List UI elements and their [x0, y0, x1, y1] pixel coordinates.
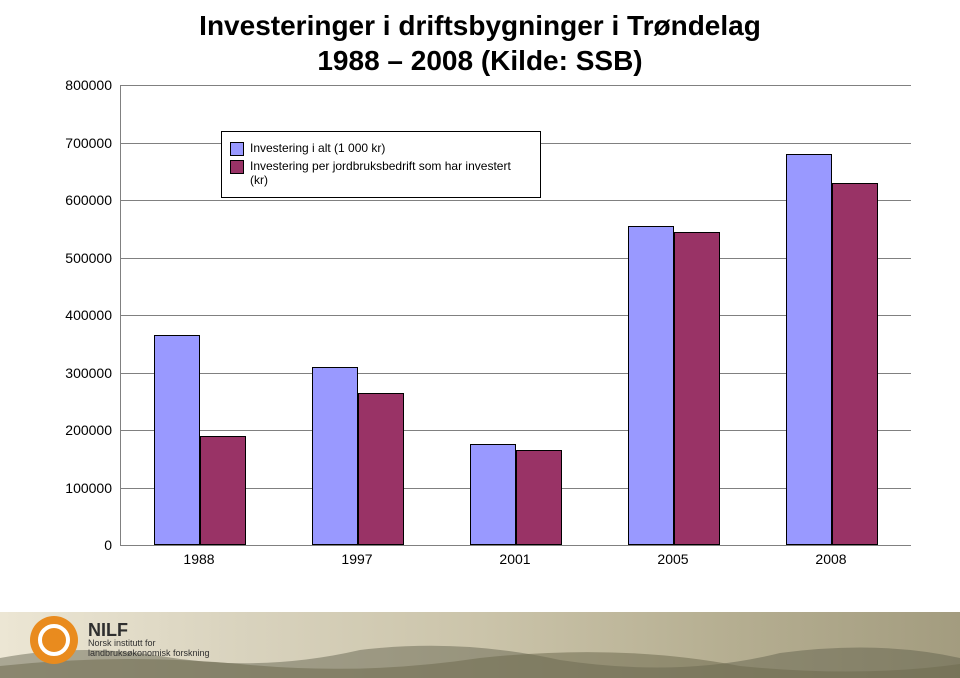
y-tick-label: 0 [40, 537, 112, 553]
bar [470, 444, 516, 545]
legend-swatch-1 [230, 142, 244, 156]
chart-container: Investering i alt (1 000 kr) Investering… [40, 85, 920, 575]
x-tick-label: 2008 [752, 551, 910, 567]
chart-title: Investeringer i driftsbygninger i Trønde… [0, 0, 960, 78]
title-line2: 1988 – 2008 (Kilde: SSB) [317, 45, 642, 76]
x-tick-label: 1988 [120, 551, 278, 567]
bar-group [595, 85, 753, 545]
y-tick-label: 600000 [40, 192, 112, 208]
bar [628, 226, 674, 545]
bar-group [753, 85, 911, 545]
org-text: NILF Norsk institutt for landbruksøkonom… [88, 621, 210, 659]
footer-top-strip [0, 598, 960, 612]
y-tick-label: 200000 [40, 422, 112, 438]
y-tick-label: 800000 [40, 77, 112, 93]
plot-area: Investering i alt (1 000 kr) Investering… [120, 85, 911, 546]
legend-item-1: Investering i alt (1 000 kr) [230, 141, 532, 156]
bar [786, 154, 832, 545]
footer-band: NILF Norsk institutt for landbruksøkonom… [0, 598, 960, 678]
x-tick-label: 1997 [278, 551, 436, 567]
legend-label-1: Investering i alt (1 000 kr) [250, 141, 385, 155]
org-logo: NILF Norsk institutt for landbruksøkonom… [30, 616, 210, 664]
bar [154, 335, 200, 545]
y-tick-label: 400000 [40, 307, 112, 323]
x-tick-label: 2005 [594, 551, 752, 567]
legend-item-2: Investering per jordbruksbedrift som har… [230, 159, 532, 188]
title-line1: Investeringer i driftsbygninger i Trønde… [199, 10, 761, 41]
bar [358, 393, 404, 545]
legend: Investering i alt (1 000 kr) Investering… [221, 131, 541, 198]
bar [832, 183, 878, 545]
legend-label-2: Investering per jordbruksbedrift som har… [250, 159, 532, 188]
bar [674, 232, 720, 545]
y-tick-label: 300000 [40, 365, 112, 381]
bar [312, 367, 358, 545]
org-line2: landbruksøkonomisk forskning [88, 649, 210, 659]
org-short: NILF [88, 621, 210, 639]
logo-icon [30, 616, 78, 664]
bar [516, 450, 562, 545]
y-tick-label: 500000 [40, 250, 112, 266]
legend-swatch-2 [230, 160, 244, 174]
y-tick-label: 700000 [40, 135, 112, 151]
x-tick-label: 2001 [436, 551, 594, 567]
bar [200, 436, 246, 545]
y-tick-label: 100000 [40, 480, 112, 496]
